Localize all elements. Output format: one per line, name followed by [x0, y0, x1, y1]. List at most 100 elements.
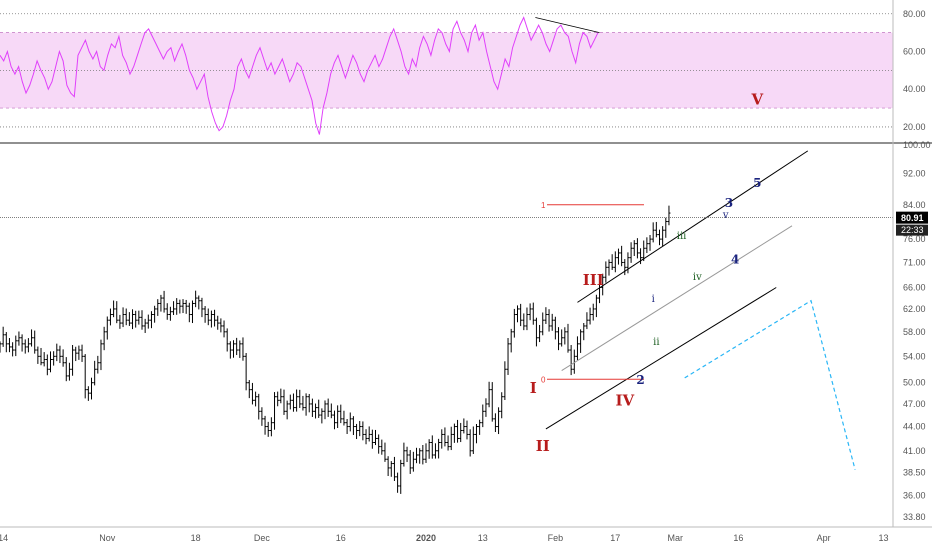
ohlc-bar: [134, 310, 138, 328]
ohlc-bar: [575, 336, 579, 361]
price-tick-label: 62.00: [903, 304, 926, 314]
wave-label: 4: [731, 252, 739, 266]
ohlc-bar: [232, 340, 236, 358]
ohlc-bar: [560, 329, 564, 347]
rsi-panel[interactable]: [0, 13, 932, 144]
ohlc-bar: [661, 226, 665, 247]
time-axis[interactable]: 14 Nov 18 Dec 16 2020 13 Feb 17 Mar 16 Apr 13: [0, 526, 932, 543]
price-tick-label: 66.00: [903, 283, 926, 293]
wave-label: V: [750, 91, 763, 109]
ohlc-bar: [651, 222, 655, 243]
ohlc-bar: [203, 306, 207, 323]
ohlc-bar: [601, 273, 605, 296]
ohlc-bar: [74, 346, 78, 362]
ohlc-bar: [45, 354, 49, 376]
ohlc-bar: [443, 427, 447, 447]
price-axis[interactable]: 80.00 60.00 40.00 20.00 100.00 92.00 84.00 76.0…: [892, 0, 931, 527]
ohlc-bar: [127, 312, 131, 326]
ohlc-bar: [358, 421, 362, 437]
time-tick-label: 18: [191, 533, 201, 543]
price-panel[interactable]: 10: [0, 150, 893, 494]
ohlc-bar: [4, 332, 8, 353]
time-tick-label: 2020: [416, 533, 436, 543]
ohlc-bar: [276, 391, 280, 407]
ohlc-bar: [383, 442, 387, 462]
ohlc-bar: [200, 297, 204, 318]
ohlc-bar: [468, 429, 472, 457]
ohlc-bar: [67, 362, 71, 381]
ohlc-bar: [194, 290, 198, 308]
ohlc-bar: [620, 245, 624, 267]
ohlc-bar: [184, 299, 188, 314]
ohlc-bar: [342, 410, 346, 426]
price-tick-label: 76.00: [903, 234, 926, 244]
ohlc-bar: [80, 344, 84, 362]
ohlc-bar: [235, 337, 239, 356]
price-tick-label: 58.00: [903, 327, 926, 337]
ohlc-bar: [515, 305, 519, 323]
ohlc-bar: [131, 309, 135, 330]
price-tick-label: 33.80: [903, 512, 926, 522]
ohlc-bar: [108, 308, 112, 326]
ohlc-bar: [118, 314, 122, 329]
ohlc-bar: [93, 360, 97, 386]
wave-label: v: [722, 210, 729, 221]
ohlc-bar: [99, 339, 103, 371]
ohlc-bar: [298, 389, 302, 408]
ohlc-bar: [213, 309, 217, 327]
ohlc-bar: [36, 346, 40, 364]
ohlc-bar: [531, 302, 535, 325]
price-tick-label: 71.00: [903, 257, 926, 267]
ohlc-bar: [629, 242, 633, 263]
ohlc-bar: [503, 361, 507, 401]
ohlc-bar: [332, 410, 336, 430]
time-tick-label: Dec: [254, 533, 271, 543]
ohlc-bar: [657, 229, 661, 246]
ohlc-bar: [591, 303, 595, 321]
time-tick-label: Nov: [99, 533, 116, 543]
rsi-tick-label: 60.00: [903, 46, 926, 56]
ohlc-bar: [405, 446, 409, 463]
ohlc-bar: [528, 303, 532, 321]
ohlc-bar: [52, 351, 56, 366]
ohlc-bar: [616, 248, 620, 265]
ohlc-bar: [418, 448, 422, 464]
ohlc-bar: [563, 327, 567, 345]
ohlc-bar: [266, 421, 270, 437]
ohlc-bar: [162, 290, 166, 313]
ohlc-bar: [610, 254, 614, 270]
wave-label: 2: [636, 373, 644, 387]
ohlc-bar: [465, 420, 469, 440]
price-tick-label: 41.00: [903, 446, 926, 456]
ohlc-bar: [392, 456, 396, 481]
ohlc-bar: [115, 301, 119, 324]
ohlc-bar: [512, 308, 516, 338]
ohlc-bar: [0, 341, 2, 353]
ohlc-bar: [547, 309, 551, 332]
ohlc-bar: [408, 450, 412, 474]
ohlc-bar: [430, 435, 434, 459]
time-tick-label: 14: [0, 533, 8, 543]
ohlc-bar: [323, 400, 327, 420]
price-tick-label: 92.00: [903, 169, 926, 179]
ohlc-bar: [648, 235, 652, 251]
ohlc-bar: [367, 426, 371, 442]
ohlc-bar: [642, 240, 646, 262]
ohlc-bar: [541, 312, 545, 336]
ohlc-bar: [389, 461, 393, 477]
wave-label: III: [583, 271, 604, 289]
ohlc-bar: [307, 393, 311, 413]
ohlc-bar: [260, 407, 264, 426]
ohlc-bar: [474, 423, 478, 444]
ohlc-bar: [484, 398, 488, 417]
ohlc-bar: [238, 340, 242, 358]
ohlc-bar: [459, 422, 463, 443]
ohlc-bar: [396, 472, 400, 493]
ohlc-bar: [345, 418, 349, 434]
ohlc-bar: [500, 392, 504, 419]
last-price-value: 80.91: [901, 213, 924, 223]
ohlc-bar: [481, 404, 485, 428]
time-tick-label: 16: [733, 533, 743, 543]
ohlc-bar: [490, 382, 494, 422]
